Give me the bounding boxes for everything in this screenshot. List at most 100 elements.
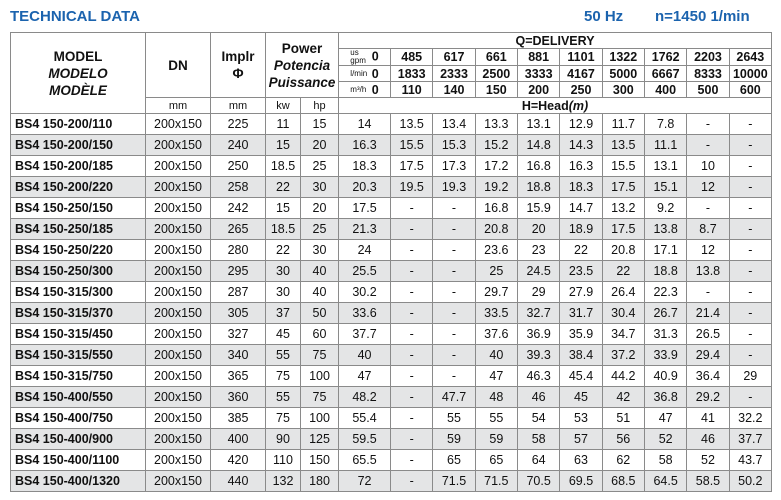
flow-value: 1762 [643,48,688,66]
flow-number: 140 [443,82,465,97]
value-cell: 13.3 [474,113,519,135]
speed: n=1450 1/min [655,8,750,25]
flow-unit: m³/h [350,85,367,95]
flow-number: 10000 [732,66,768,81]
model-cell: BS4 150-400/550 [10,386,146,408]
value-cell: 48 [474,386,519,408]
value-cell: - [432,365,476,387]
value-cell: 38.4 [559,344,603,366]
value-cell: - [686,134,730,156]
flow-value: 1101 [559,48,603,66]
value-cell: 11.1 [643,134,688,156]
value-cell: 225 [210,113,266,135]
value-cell: - [728,386,773,408]
value-cell: 20.8 [474,218,519,240]
value-cell: 36.8 [643,386,688,408]
value-cell: 20 [516,218,561,240]
value-cell: 200x150 [145,281,211,303]
flow-value: 6667 [643,65,688,82]
value-cell: - [728,176,773,198]
value-cell: 22 [601,260,645,282]
value-cell: 100 [299,365,340,387]
flow-value: 2333 [432,65,476,82]
flow-value: 200 [516,81,561,98]
head-header: H=Head(m) [338,97,772,114]
value-cell: 295 [210,260,266,282]
flow-value: l/min 0 [338,65,392,82]
value-cell: 46 [516,386,561,408]
value-cell: 36.4 [686,365,730,387]
flow-number: 6667 [651,66,680,81]
impeller-label: Φ [232,66,244,81]
flow-number: 5000 [609,66,638,81]
value-cell: - [432,218,476,240]
flow-value: 400 [643,81,688,98]
value-cell: 240 [210,134,266,156]
value-cell: 13.2 [601,197,645,219]
value-cell: 16.8 [516,155,561,177]
unit-label: hp [299,97,340,114]
value-cell: 200x150 [145,260,211,282]
flow-value: 4167 [559,65,603,82]
value-cell: - [390,239,434,261]
data-row: BS4 150-400/550 200x150 360 55 75 48.2-47.7 48… [10,386,773,408]
flow-number: 1101 [567,50,595,64]
value-cell: - [432,281,476,303]
data-row: BS4 150-250/150 200x150 242 15 20 17.5- -16.8 1… [10,197,773,219]
value-cell: 22 [265,176,301,198]
unit-label: mm [145,97,211,114]
value-cell: - [728,197,773,219]
value-cell: 72 [338,470,392,492]
value-cell: - [728,134,773,156]
data-row: BS4 150-200/110 200x150 225 11 15 14 13.5 13.4 1… [10,113,773,135]
value-cell: 26.5 [686,323,730,345]
value-cell: 125 [299,428,340,450]
data-row: BS4 150-200/185 200x150 250 18.5 25 18.3 17.5 1… [10,155,773,177]
model-label: MODEL [53,48,103,64]
frequency: 50 Hz [584,8,624,25]
value-cell: 12 [686,239,730,261]
value-cell: 45 [265,323,301,345]
impeller-label: Implr [221,49,255,64]
value-cell: 16.3 [338,134,392,156]
value-cell: 17.3 [432,155,476,177]
value-cell: 17.5 [601,176,645,198]
value-cell: 40 [299,281,340,303]
model-label: MODELO [48,65,108,81]
value-cell: 16.3 [559,155,603,177]
value-cell: 19.5 [390,176,434,198]
value-cell: 71.5 [432,470,476,492]
value-cell: 420 [210,449,266,471]
value-cell: - [728,302,773,324]
flow-number: 881 [528,50,550,64]
model-cell: BS4 150-200/220 [10,176,146,198]
value-cell: 21.3 [338,218,392,240]
value-cell: 30.2 [338,281,392,303]
value-cell: 47 [643,407,688,429]
value-cell: 22 [559,239,603,261]
value-cell: 75 [265,407,301,429]
value-cell: 18.3 [559,176,603,198]
unit-row: mm mm kw hp H=Head(m) [11,97,772,114]
flow-number: 150 [485,82,507,97]
value-cell: 17.1 [643,239,688,261]
value-cell: 13.5 [390,113,434,135]
value-cell: 19.3 [432,176,476,198]
power-label: Puissance [268,74,336,90]
data-row: BS4 150-400/1100 200x150 420 110 150 65.5-65 6… [10,449,773,471]
value-cell: 62 [601,449,645,471]
model-cell: BS4 150-250/185 [10,218,146,240]
value-cell: 52 [686,449,730,471]
value-cell: 250 [210,155,266,177]
header-row: MODEL MODELO MODÈLE DN Implr Φ Power Potencia Pu… [10,32,772,114]
value-cell: 29.2 [686,386,730,408]
value-cell: 13.8 [686,260,730,282]
value-cell: - [432,323,476,345]
flow-number: 2643 [736,50,765,64]
flow-number: 600 [739,82,761,97]
model-cell: BS4 150-315/750 [10,365,146,387]
value-cell: 59.5 [338,428,392,450]
power-header: Power Potencia Puissance [264,32,340,98]
flow-number: 3333 [524,66,553,81]
value-cell: 19.2 [474,176,519,198]
